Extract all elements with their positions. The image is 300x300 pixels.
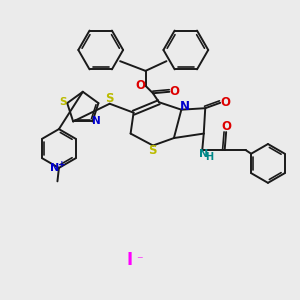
Text: ⁻: ⁻ [136,255,143,268]
Text: S: S [148,144,157,157]
Text: O: O [135,79,145,92]
Text: I: I [126,251,132,269]
Text: H: H [205,152,213,163]
Text: +: + [58,160,66,169]
Text: S: S [105,92,113,105]
Text: N: N [199,149,208,159]
Text: N: N [92,116,101,127]
Text: N: N [50,163,59,173]
Text: O: O [169,85,179,98]
Text: N: N [180,100,190,113]
Text: O: O [221,120,231,133]
Text: S: S [59,97,67,107]
Text: O: O [220,96,230,109]
